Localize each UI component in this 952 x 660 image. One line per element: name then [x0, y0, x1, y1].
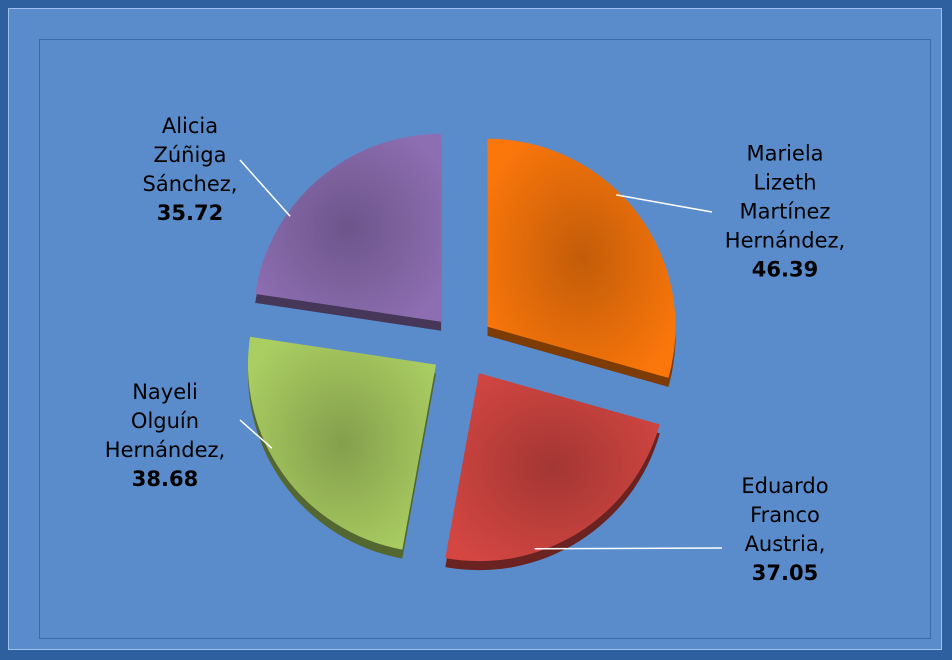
data-label: Nayeli Olguín Hernández, 38.68 — [100, 378, 230, 494]
leader-line — [616, 194, 713, 213]
slice — [247, 336, 436, 550]
data-label: Mariela Lizeth Martínez Hernández, 46.39 — [720, 140, 850, 285]
slice — [255, 133, 442, 322]
label-category: Alicia Zúñiga Sánchez, — [142, 114, 238, 196]
leader-line — [239, 419, 273, 449]
label-category: Mariela Lizeth Martínez Hernández, — [724, 141, 846, 253]
leader-line — [239, 159, 291, 217]
label-category: Eduardo Franco Austria, — [741, 474, 829, 556]
label-value: 46.39 — [751, 257, 819, 282]
label-value: 37.05 — [751, 561, 819, 585]
plot-frame — [39, 39, 931, 639]
label-value: 38.68 — [131, 467, 199, 491]
slice — [487, 138, 676, 378]
leader-line — [534, 547, 723, 550]
label-value: 35.72 — [156, 201, 224, 225]
data-label: Alicia Zúñiga Sánchez, 35.72 — [125, 112, 255, 228]
label-category: Nayeli Olguín Hernández, — [104, 380, 226, 462]
slice — [445, 373, 660, 562]
data-label: Eduardo Franco Austria, 37.05 — [720, 472, 850, 588]
